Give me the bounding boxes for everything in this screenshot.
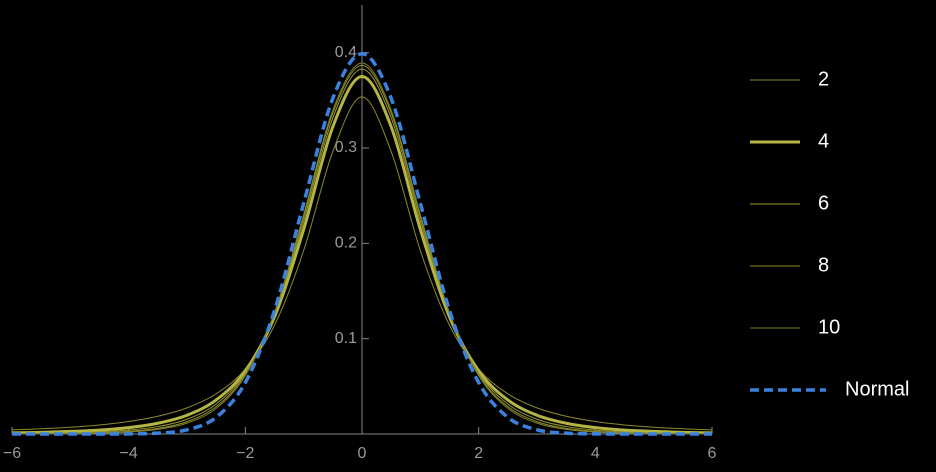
x-tick-label: −4 (120, 445, 138, 462)
series-line (11, 96, 713, 431)
series-line (11, 62, 713, 435)
series-line (11, 68, 713, 435)
y-tick-label: 0.3 (335, 139, 357, 156)
series-line (11, 74, 713, 435)
legend-label: 8 (818, 254, 829, 276)
y-tick-label: 0.4 (335, 44, 357, 61)
legend-label: 6 (818, 192, 829, 214)
x-tick-label: 2 (474, 445, 483, 462)
series-line (11, 64, 713, 435)
legend-label: 10 (818, 316, 840, 338)
x-tick-label: 6 (708, 445, 717, 462)
x-tick-label: −6 (3, 445, 21, 462)
legend-label: Normal (845, 378, 909, 400)
y-tick-label: 0.2 (335, 235, 357, 252)
x-tick-label: 0 (358, 445, 367, 462)
x-tick-label: −2 (236, 445, 254, 462)
legend-label: 2 (818, 68, 829, 90)
series-line (12, 51, 712, 436)
x-tick-label: 4 (591, 445, 600, 462)
y-tick-label: 0.1 (335, 330, 357, 347)
legend-label: 4 (818, 130, 829, 152)
